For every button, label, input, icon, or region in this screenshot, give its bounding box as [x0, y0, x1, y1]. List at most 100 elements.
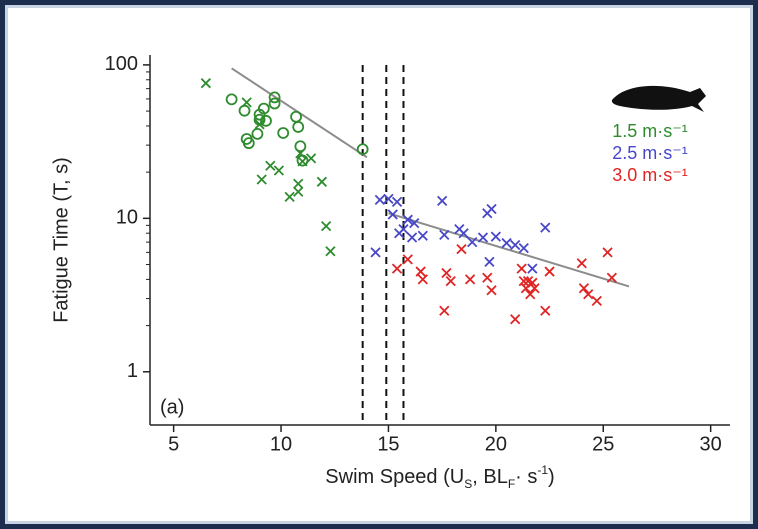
y-tick-label: 10 — [116, 207, 138, 229]
point — [256, 174, 267, 185]
point — [464, 274, 476, 285]
point — [225, 93, 238, 106]
point — [406, 232, 418, 243]
point — [398, 224, 409, 235]
point — [402, 214, 413, 225]
fit-line — [388, 212, 630, 288]
point — [254, 119, 265, 130]
point — [325, 246, 336, 257]
point — [544, 266, 555, 277]
point — [415, 266, 426, 277]
point — [486, 285, 497, 296]
x-axis-label-part: F — [508, 477, 515, 491]
point — [268, 91, 281, 104]
y-tick-label: 1 — [127, 360, 138, 382]
point — [417, 274, 428, 285]
point — [583, 289, 594, 300]
point — [510, 314, 521, 325]
point — [439, 305, 450, 316]
point — [257, 102, 270, 115]
point — [477, 232, 489, 243]
point — [402, 254, 413, 265]
point — [576, 258, 587, 269]
x-axis-label: Swim Speed (US, BLF· s-1) — [325, 463, 554, 491]
point — [391, 263, 403, 274]
point — [527, 277, 538, 288]
point — [417, 230, 428, 241]
point — [273, 165, 285, 176]
point — [578, 283, 590, 294]
point — [439, 229, 450, 241]
x-axis-label-part: , BL — [472, 466, 508, 488]
point — [540, 305, 551, 316]
point — [200, 78, 211, 89]
x-tick-label: 15 — [377, 433, 399, 455]
fish-icon — [611, 85, 706, 112]
point — [292, 121, 305, 133]
x-tick-label: 10 — [270, 433, 292, 455]
x-axis-label-part: Swim Speed (U — [325, 466, 464, 488]
point — [391, 196, 403, 208]
point — [294, 140, 307, 153]
point — [295, 148, 306, 159]
point — [242, 137, 255, 150]
point — [356, 143, 369, 156]
point — [527, 263, 538, 274]
point — [374, 194, 385, 205]
point — [606, 272, 617, 283]
point — [268, 97, 281, 110]
point — [484, 256, 495, 268]
x-tick-label: 20 — [485, 433, 507, 455]
point — [383, 193, 394, 204]
x-axis-label-part: ) — [548, 466, 555, 488]
point — [284, 191, 295, 203]
point — [321, 220, 332, 232]
point — [293, 186, 304, 197]
point — [456, 243, 467, 255]
y-axis-label: Fatigue Time (T, s) — [50, 157, 72, 323]
point — [387, 209, 398, 220]
point — [238, 104, 251, 117]
legend-label: 1.5 m·s⁻¹ — [612, 121, 688, 141]
x-axis-label-part: · s — [515, 466, 537, 488]
point — [445, 275, 456, 287]
point — [370, 247, 381, 258]
point — [316, 176, 327, 187]
point — [260, 114, 272, 127]
x-tick-label: 30 — [700, 433, 722, 455]
point — [602, 247, 613, 258]
point — [525, 289, 536, 300]
point — [437, 195, 448, 206]
point — [265, 160, 276, 171]
point — [297, 156, 308, 167]
point — [277, 127, 290, 139]
point — [518, 242, 529, 254]
point — [467, 236, 478, 248]
point — [482, 272, 493, 283]
point — [591, 295, 602, 306]
panel-label: (a) — [160, 396, 184, 418]
legend-label: 2.5 m·s⁻¹ — [612, 143, 688, 163]
x-axis-label-part: -1 — [537, 463, 548, 477]
point — [529, 283, 540, 294]
point — [290, 110, 302, 123]
point — [501, 237, 512, 249]
x-tick-label: 25 — [592, 433, 614, 455]
point — [518, 275, 529, 287]
point — [540, 222, 551, 233]
point — [241, 97, 252, 108]
point — [510, 239, 521, 251]
y-tick-label: 100 — [105, 53, 138, 75]
point — [305, 153, 317, 164]
point — [490, 231, 501, 242]
point — [458, 228, 469, 239]
x-axis-label-part: S — [464, 477, 472, 491]
legend-label: 3.0 m·s⁻¹ — [612, 165, 688, 185]
x-tick-label: 5 — [168, 433, 179, 455]
point — [293, 178, 304, 189]
point — [516, 263, 527, 274]
point — [486, 203, 497, 215]
point — [441, 267, 452, 279]
